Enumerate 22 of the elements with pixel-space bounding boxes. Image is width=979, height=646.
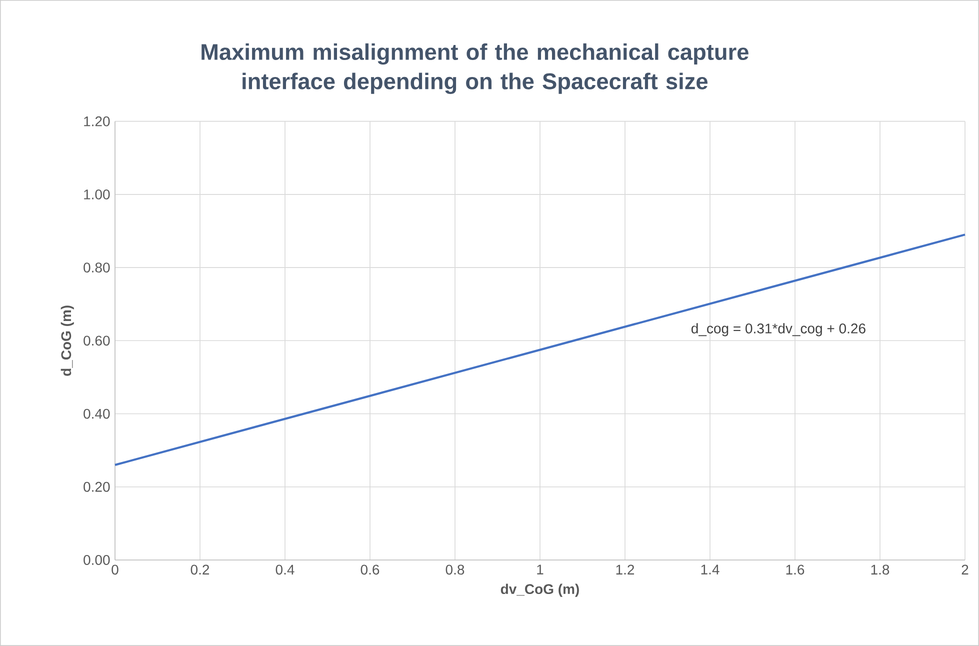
y-tick-label: 1.00 bbox=[84, 189, 110, 200]
x-tick-label: 0.4 bbox=[276, 564, 294, 575]
x-axis-title: dv_CoG (m) bbox=[500, 584, 579, 597]
y-tick-label: 1.20 bbox=[84, 116, 110, 126]
chart-title: Maximum misalignment of the mechanical capture interface depending on the Spacecraft size bbox=[202, 43, 748, 94]
x-tick-label: 1.6 bbox=[786, 564, 804, 575]
y-tick-label: 0.40 bbox=[84, 408, 110, 419]
x-tick-label: 1.8 bbox=[871, 564, 890, 575]
x-tick-label: 0.8 bbox=[446, 564, 464, 575]
x-tick-label: 0.2 bbox=[190, 564, 210, 575]
x-tick-label: 0.6 bbox=[360, 564, 380, 575]
y-axis-title: d_CoG (m) bbox=[60, 306, 74, 376]
y-tick-label: 0.80 bbox=[84, 262, 110, 273]
x-tick-label: 2 bbox=[962, 564, 968, 574]
x-tick-label: 1 bbox=[537, 564, 544, 574]
y-tick-label: 0.20 bbox=[84, 482, 110, 492]
annotation: d_cog = 0.31*dv_cog + 0.26 bbox=[691, 323, 866, 336]
x-tick-label: 0 bbox=[112, 564, 118, 575]
y-tick-label: 0.60 bbox=[84, 336, 110, 346]
x-tick-label: 1.2 bbox=[616, 564, 634, 574]
x-tick-label: 1.4 bbox=[701, 564, 720, 574]
y-tick-label: 0.00 bbox=[84, 555, 110, 565]
